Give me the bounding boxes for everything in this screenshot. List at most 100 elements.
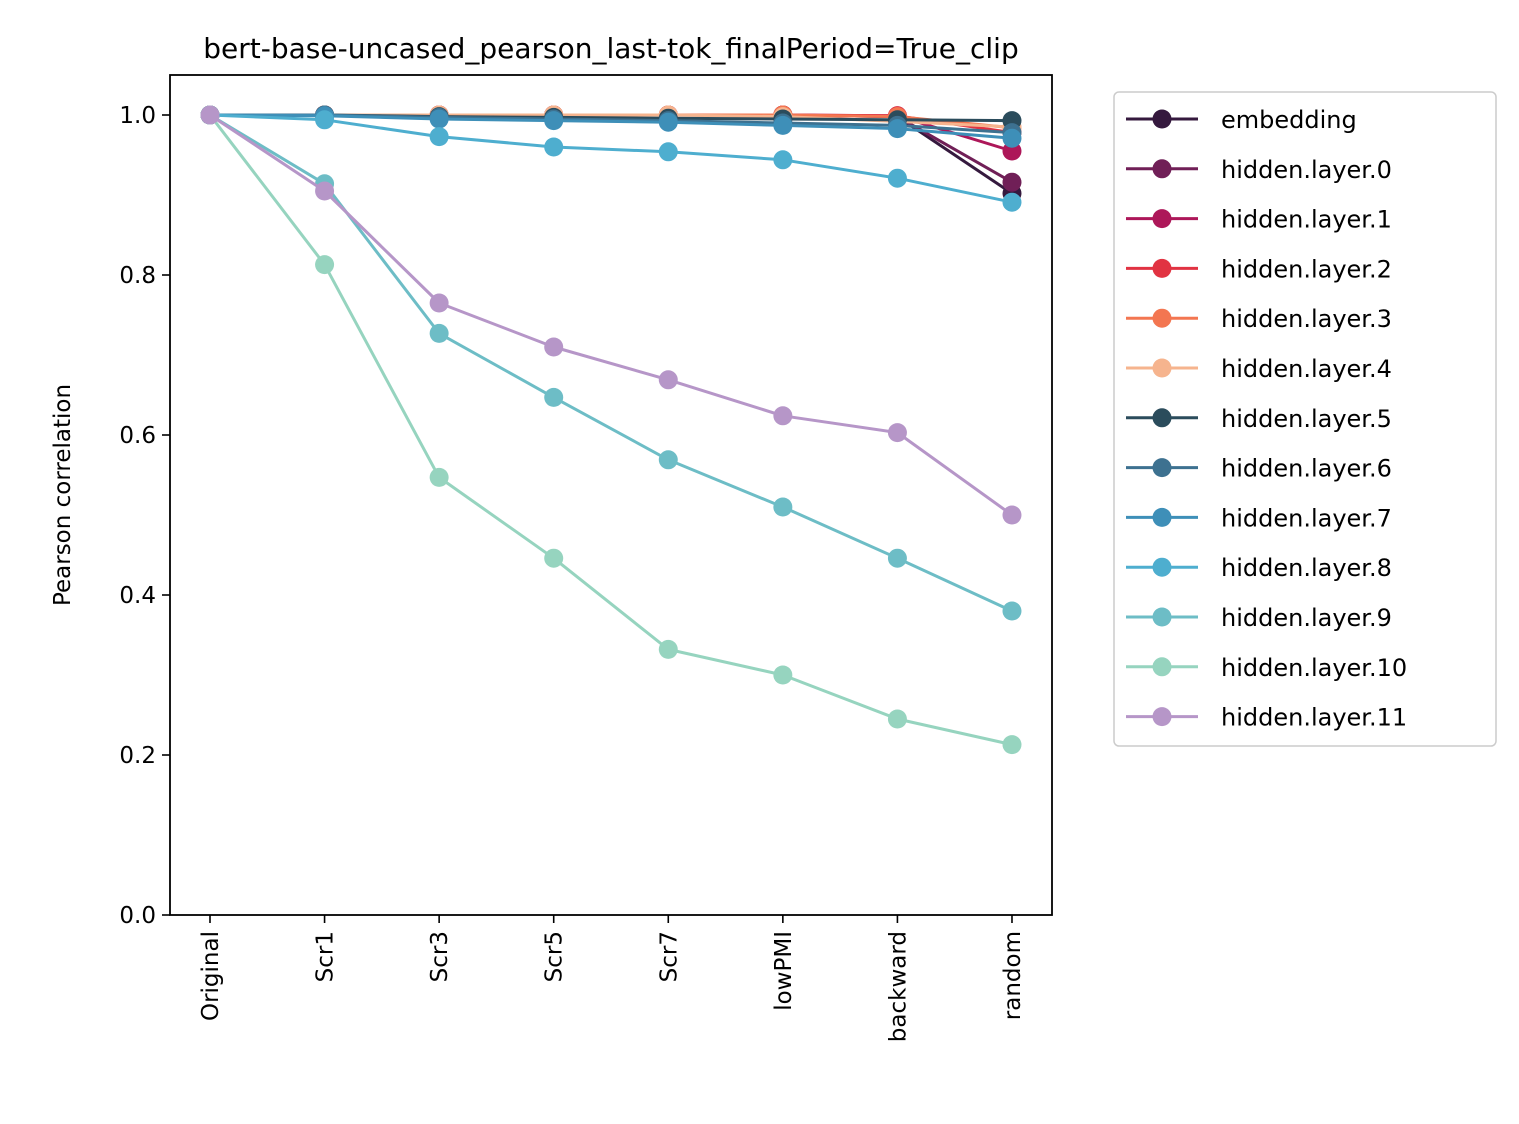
- legend-label: hidden.layer.2: [1221, 255, 1392, 283]
- data-point: [658, 370, 678, 390]
- legend-item: hidden.layer.8: [1126, 554, 1392, 582]
- legend-marker: [1152, 557, 1172, 577]
- data-point: [544, 387, 564, 407]
- legend-item: hidden.layer.4: [1126, 355, 1392, 383]
- data-point: [887, 709, 907, 729]
- y-tick-label: 0.8: [119, 263, 156, 289]
- data-point: [658, 450, 678, 470]
- legend-marker: [1152, 258, 1172, 278]
- data-point: [658, 142, 678, 162]
- data-point: [1002, 601, 1022, 621]
- legend-marker: [1152, 109, 1172, 129]
- y-tick-label: 0.4: [119, 583, 156, 609]
- legend-box: [1113, 91, 1497, 747]
- legend-marker: [1152, 607, 1172, 627]
- legend-item: hidden.layer.2: [1126, 255, 1392, 283]
- legend-label: hidden.layer.7: [1221, 504, 1392, 532]
- series-hidden.layer.11: [200, 105, 1022, 525]
- data-point: [887, 168, 907, 188]
- data-point: [429, 323, 449, 343]
- data-point: [315, 110, 335, 130]
- y-axis-label: Pearson correlation: [50, 384, 76, 606]
- series-hidden.layer.7: [200, 105, 1022, 148]
- legend-marker: [1152, 408, 1172, 428]
- y-axis: 0.0 0.2 0.4 0.6 0.8 1.0: [119, 103, 170, 929]
- plot-area: [200, 105, 1022, 755]
- legend-marker: [1152, 657, 1172, 677]
- series-hidden.layer.10: [200, 105, 1022, 755]
- data-point: [315, 255, 335, 275]
- data-point: [773, 150, 793, 170]
- data-point: [315, 181, 335, 201]
- legend-marker: [1152, 308, 1172, 328]
- legend-item: hidden.layer.3: [1126, 305, 1392, 333]
- data-point: [544, 111, 564, 131]
- data-point: [887, 119, 907, 139]
- legend-marker: [1152, 209, 1172, 229]
- data-point: [1002, 172, 1022, 192]
- legend-marker: [1152, 458, 1172, 478]
- legend-label: embedding: [1221, 106, 1357, 134]
- legend-label: hidden.layer.9: [1221, 604, 1392, 632]
- legend-item: hidden.layer.7: [1126, 504, 1392, 532]
- data-point: [429, 293, 449, 313]
- legend-item: hidden.layer.10: [1126, 654, 1407, 682]
- data-point: [887, 548, 907, 568]
- legend-item: embedding: [1126, 106, 1357, 134]
- data-point: [544, 337, 564, 357]
- x-tick-label: Scr5: [542, 931, 568, 982]
- legend-marker: [1152, 358, 1172, 378]
- data-point: [773, 497, 793, 517]
- legend-item: hidden.layer.9: [1126, 604, 1392, 632]
- legend: embedding hidden.layer.0 hidden.layer.1 hid…: [1113, 91, 1497, 747]
- legend-item: hidden.layer.11: [1126, 704, 1407, 732]
- legend-label: hidden.layer.5: [1221, 405, 1392, 433]
- legend-item: hidden.layer.0: [1126, 156, 1392, 184]
- legend-marker: [1152, 507, 1172, 527]
- data-point: [544, 548, 564, 568]
- x-tick-label: Original: [198, 931, 224, 1021]
- legend-label: hidden.layer.0: [1221, 156, 1392, 184]
- legend-label: hidden.layer.4: [1221, 355, 1392, 383]
- data-point: [429, 109, 449, 129]
- data-point: [887, 423, 907, 443]
- data-point: [773, 406, 793, 426]
- data-point: [1002, 505, 1022, 525]
- y-tick-label: 0.6: [119, 423, 156, 449]
- y-tick-label: 0.2: [119, 743, 156, 769]
- axes-frame: [169, 74, 1053, 916]
- data-point: [773, 115, 793, 135]
- series-line: [209, 113, 1013, 140]
- data-point: [773, 665, 793, 685]
- legend-label: hidden.layer.10: [1221, 654, 1407, 682]
- legend-label: hidden.layer.1: [1221, 206, 1392, 234]
- legend-label: hidden.layer.3: [1221, 305, 1392, 333]
- x-tick-label: Scr1: [313, 931, 339, 982]
- legend-label: hidden.layer.11: [1221, 704, 1407, 732]
- x-tick-label: backward: [885, 931, 911, 1042]
- y-tick-label: 1.0: [119, 103, 156, 129]
- series-line: [209, 113, 1013, 517]
- legend-label: hidden.layer.8: [1221, 554, 1392, 582]
- data-point: [658, 112, 678, 132]
- legend-item: hidden.layer.5: [1126, 405, 1392, 433]
- legend-label: hidden.layer.6: [1221, 455, 1392, 483]
- x-tick-label: Scr7: [656, 931, 682, 982]
- data-point: [200, 105, 220, 125]
- x-tick-label: random: [1000, 931, 1026, 1020]
- legend-item: hidden.layer.1: [1126, 206, 1392, 234]
- data-point: [1002, 192, 1022, 212]
- data-point: [544, 137, 564, 157]
- data-point: [1002, 735, 1022, 755]
- data-point: [429, 127, 449, 147]
- legend-item: hidden.layer.6: [1126, 455, 1392, 483]
- legend-marker: [1152, 159, 1172, 179]
- x-tick-label: lowPMI: [771, 931, 797, 1011]
- series-line: [209, 113, 1013, 204]
- data-point: [429, 467, 449, 487]
- data-point: [1002, 128, 1022, 148]
- chart-title: bert-base-uncased_pearson_last-tok_final…: [203, 32, 1018, 65]
- x-tick-label: Scr3: [427, 931, 453, 982]
- data-point: [658, 639, 678, 659]
